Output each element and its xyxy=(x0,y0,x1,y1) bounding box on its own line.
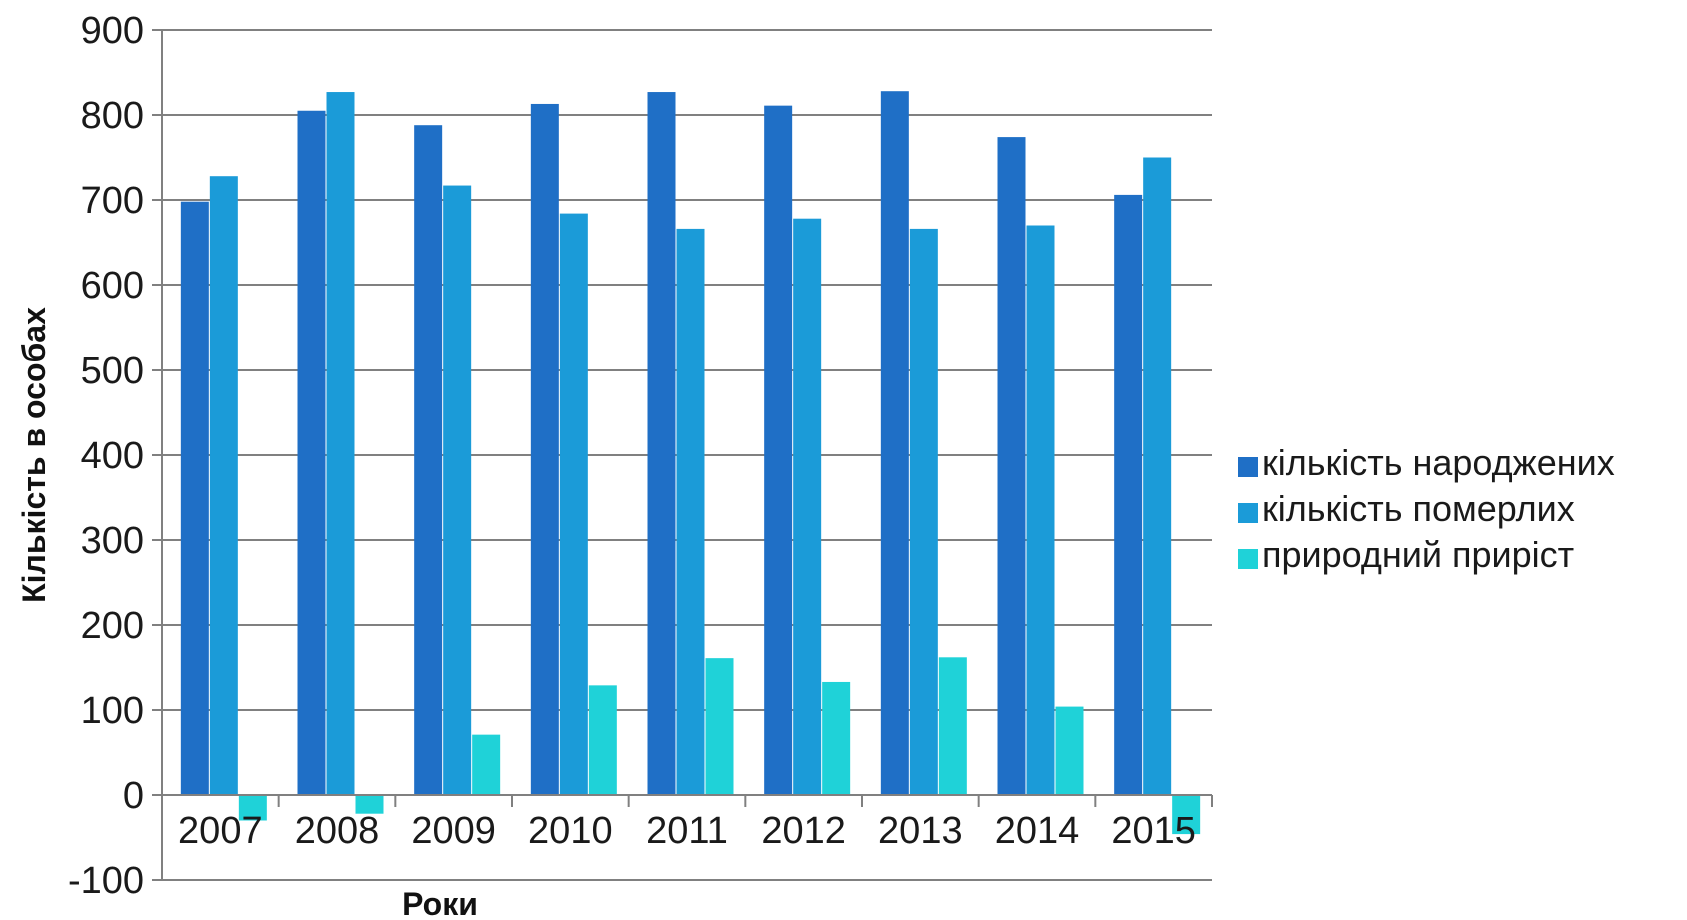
bar-2 xyxy=(559,213,588,796)
bar-1 xyxy=(414,125,443,795)
x-tick-label: 2013 xyxy=(878,810,963,852)
bar-2 xyxy=(1026,225,1055,795)
x-axis-title: Роки xyxy=(402,886,478,920)
bar-3 xyxy=(472,734,501,795)
bar-3 xyxy=(1055,706,1084,795)
bar-1 xyxy=(180,201,209,795)
x-tick-label: 2014 xyxy=(995,810,1080,852)
bar-3 xyxy=(705,658,734,795)
bars xyxy=(180,91,1201,835)
bar-3 xyxy=(1172,795,1201,835)
bar-3 xyxy=(355,795,384,814)
bar-3 xyxy=(822,681,851,795)
y-tick-label: 700 xyxy=(81,180,144,222)
legend-swatch xyxy=(1238,549,1258,569)
x-tick-label: 2012 xyxy=(761,810,846,852)
legend-swatch xyxy=(1238,457,1258,477)
legend-label: природний приріст xyxy=(1262,534,1574,575)
y-tick-label: 300 xyxy=(81,520,144,562)
y-tick-label: 0 xyxy=(123,775,144,817)
y-tick-labels: -100 0 100 200 300 400 500 600 700 800 900 xyxy=(68,10,144,902)
y-tick-label: 400 xyxy=(81,435,144,477)
x-tick-label: 2011 xyxy=(646,810,728,852)
y-tick-label: 600 xyxy=(81,265,144,307)
bar-1 xyxy=(647,92,676,796)
y-tick-label: 500 xyxy=(81,350,144,392)
x-tick-label: 2007 xyxy=(178,810,263,852)
y-tick-label: 800 xyxy=(81,95,144,137)
bar-2 xyxy=(443,185,472,796)
legend-swatch xyxy=(1238,503,1258,523)
legend-label: кількість померлих xyxy=(1262,488,1575,529)
x-tick-labels: 2007 2008 2009 2010 2011 2012 2013 2014 2015 xyxy=(178,810,1196,852)
legend-label: кількість народжених xyxy=(1262,442,1615,483)
bar-2 xyxy=(793,218,822,795)
bar-2 xyxy=(1143,157,1172,795)
bar-1 xyxy=(997,137,1026,796)
y-tick-label: -100 xyxy=(68,860,144,902)
x-tick-label: 2015 xyxy=(1111,810,1196,852)
y-axis-title: Кількість в особах xyxy=(16,307,52,603)
x-tick-label: 2009 xyxy=(411,810,496,852)
axes xyxy=(161,30,1213,880)
bar-1 xyxy=(1114,194,1143,795)
bar-2 xyxy=(909,228,938,795)
y-tick-label: 900 xyxy=(81,10,144,52)
bar-2 xyxy=(326,92,355,796)
bar-1 xyxy=(530,103,559,795)
bar-1 xyxy=(764,105,793,795)
bar-1 xyxy=(880,91,909,795)
bar-3 xyxy=(938,657,967,795)
y-tick-label: 200 xyxy=(81,605,144,647)
bar-1 xyxy=(297,110,326,795)
bar-2 xyxy=(676,228,705,795)
y-tick-label: 100 xyxy=(81,690,144,732)
x-tick-label: 2008 xyxy=(295,810,380,852)
bar-3 xyxy=(238,795,267,821)
bar-2 xyxy=(209,176,238,795)
bar-3 xyxy=(588,685,617,795)
x-tick-label: 2010 xyxy=(528,810,613,852)
legend: кількість народжених кількість померлих пр… xyxy=(1238,442,1615,575)
